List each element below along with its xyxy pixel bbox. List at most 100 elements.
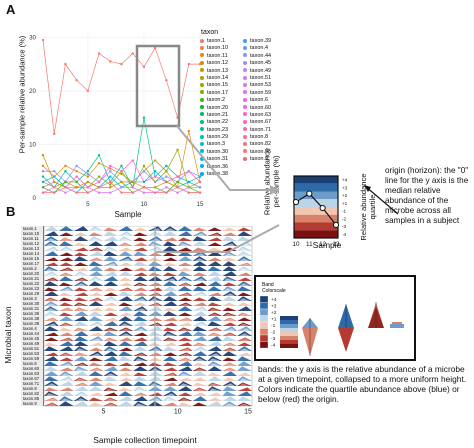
- legend-dot-icon: [200, 156, 204, 161]
- horizon-band-inner: [120, 323, 132, 326]
- horizon-band: [192, 362, 208, 366]
- horizon-band-inner: [46, 238, 57, 241]
- data-point: [142, 186, 146, 189]
- legend-item-taxon-67: taxon.67: [243, 119, 271, 126]
- horizon-band: [177, 337, 193, 341]
- horizon-band: [177, 377, 193, 381]
- horizon-band: [133, 381, 148, 386]
- legend-label: taxon.31: [207, 156, 229, 163]
- data-point: [198, 186, 202, 189]
- legend-item-taxon-23: taxon.23: [200, 127, 228, 134]
- horizon-band-inner: [135, 403, 146, 406]
- legend-label: taxon.6: [250, 97, 269, 104]
- horizon-band-inner: [194, 358, 206, 361]
- horizon-band: [222, 396, 238, 401]
- data-point: [120, 170, 123, 173]
- horizon-band-inner: [179, 353, 191, 356]
- data-point: [109, 183, 112, 186]
- horizon-band-inner: [135, 328, 146, 331]
- data-point: [153, 175, 157, 178]
- horizon-band: [73, 341, 89, 346]
- horizon-band: [103, 231, 119, 236]
- data-point: [41, 180, 45, 184]
- legend-label: taxon.13: [207, 67, 229, 74]
- legend-item-taxon-20: taxon.20: [200, 105, 228, 112]
- horizon-band: [207, 302, 223, 306]
- legend-item-taxon-17: taxon.17: [200, 90, 228, 97]
- inset-x-tick-label: 10: [292, 241, 300, 246]
- horizon-band-inner: [105, 403, 117, 406]
- horizon-band: [44, 241, 59, 246]
- legend-dot-icon: [243, 90, 247, 95]
- horizon-row: [44, 311, 252, 316]
- horizon-row: [44, 316, 252, 321]
- legend-dot-icon: [200, 149, 204, 154]
- band-stack-row: [280, 336, 298, 340]
- legend-label: taxon.8: [250, 134, 269, 141]
- horizon-row: [44, 346, 252, 351]
- horizon-band: [133, 396, 148, 401]
- horizon-band: [162, 301, 178, 306]
- horizon-band: [207, 227, 223, 231]
- data-point: [187, 191, 190, 194]
- data-point: [187, 180, 190, 184]
- horizon-row: [44, 246, 252, 251]
- legend-label: taxon.1: [207, 38, 226, 44]
- legend-dot-icon: [200, 45, 204, 50]
- horizon-band-inner: [75, 368, 87, 371]
- legend-item-taxon-1: taxon.1: [200, 38, 228, 45]
- horizon-band-inner: [135, 283, 146, 286]
- horizon-band: [88, 371, 104, 376]
- horizon-band-inner: [239, 283, 250, 286]
- horizon-band-inner: [239, 268, 250, 271]
- legend-item-taxon-49: taxon.49: [243, 68, 271, 75]
- data-point: [187, 62, 190, 66]
- horizon-band-inner: [224, 383, 236, 386]
- horizon-band-inner: [224, 243, 236, 246]
- horizon-band: [192, 382, 208, 386]
- horizon-band: [44, 366, 59, 371]
- legend-label: taxon.29: [207, 134, 229, 141]
- horizon-band: [237, 281, 252, 286]
- data-point: [97, 52, 101, 55]
- horizon-band: [58, 357, 74, 361]
- horizon-band: [58, 226, 74, 231]
- horizon-band: [222, 257, 238, 261]
- legend-label: taxon.2: [207, 97, 226, 104]
- data-point: [75, 170, 78, 173]
- horizon-band: [222, 296, 238, 301]
- horizon-band-inner: [60, 338, 72, 341]
- horizon-band-inner: [224, 333, 236, 336]
- horizon-band: [88, 347, 104, 351]
- zoom-connector-line: [176, 125, 279, 191]
- horizon-band: [237, 361, 252, 366]
- horizon-band-inner: [105, 328, 117, 331]
- horizon-band: [58, 387, 74, 391]
- legend-dot-icon: [200, 60, 204, 65]
- horizon-band: [58, 327, 74, 331]
- legend-item-taxon-29: taxon.29: [200, 134, 228, 141]
- legend-label: taxon.30: [207, 148, 229, 155]
- horizon-band-inner: [105, 338, 117, 341]
- horizon-band: [192, 402, 208, 406]
- horizon-band: [58, 346, 74, 351]
- horizon-band: [103, 251, 119, 256]
- horizon-band-inner: [135, 298, 146, 301]
- data-point: [97, 191, 101, 194]
- horizon-band: [177, 286, 193, 291]
- horizon-band: [133, 362, 148, 366]
- horizon-band: [118, 341, 134, 346]
- horizon-row: [44, 321, 252, 326]
- horizon-band: [133, 372, 148, 376]
- horizon-band: [192, 396, 208, 401]
- taxon-row-label: taxon.30: [21, 301, 44, 306]
- legend-dot-icon: [243, 38, 247, 43]
- horizon-band-inner: [164, 398, 176, 401]
- band-legend-swatch: [259, 334, 269, 342]
- horizon-band-inner: [46, 383, 57, 386]
- horizon-band: [118, 302, 134, 306]
- data-point: [53, 132, 56, 135]
- horizon-band: [44, 291, 59, 296]
- horizon-row: [44, 286, 252, 291]
